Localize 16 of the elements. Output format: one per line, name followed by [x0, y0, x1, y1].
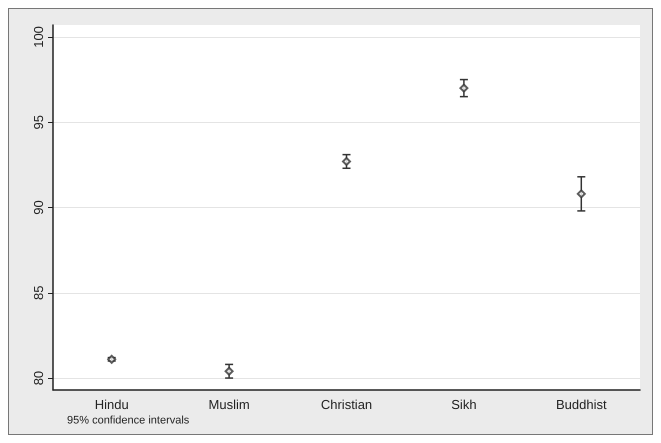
point	[224, 366, 234, 376]
y-tick-label: 95	[31, 114, 46, 130]
y-tick-label: 80	[31, 370, 46, 386]
x-tick-label: Buddhist	[556, 397, 607, 412]
x-tick-label: Hindu	[94, 397, 129, 412]
point	[459, 84, 468, 93]
point	[342, 156, 351, 166]
x-tick-label: Muslim	[208, 397, 250, 412]
y-tick-label: 90	[31, 200, 46, 215]
point	[576, 189, 586, 198]
x-tick-label: Sikh	[451, 397, 477, 412]
y-tick-label: 85	[31, 286, 46, 300]
text: 95% confidence intervals	[67, 414, 190, 426]
x-tick-label: Christian	[320, 397, 372, 412]
y-tick-label: 100	[31, 26, 46, 48]
point	[107, 354, 116, 364]
